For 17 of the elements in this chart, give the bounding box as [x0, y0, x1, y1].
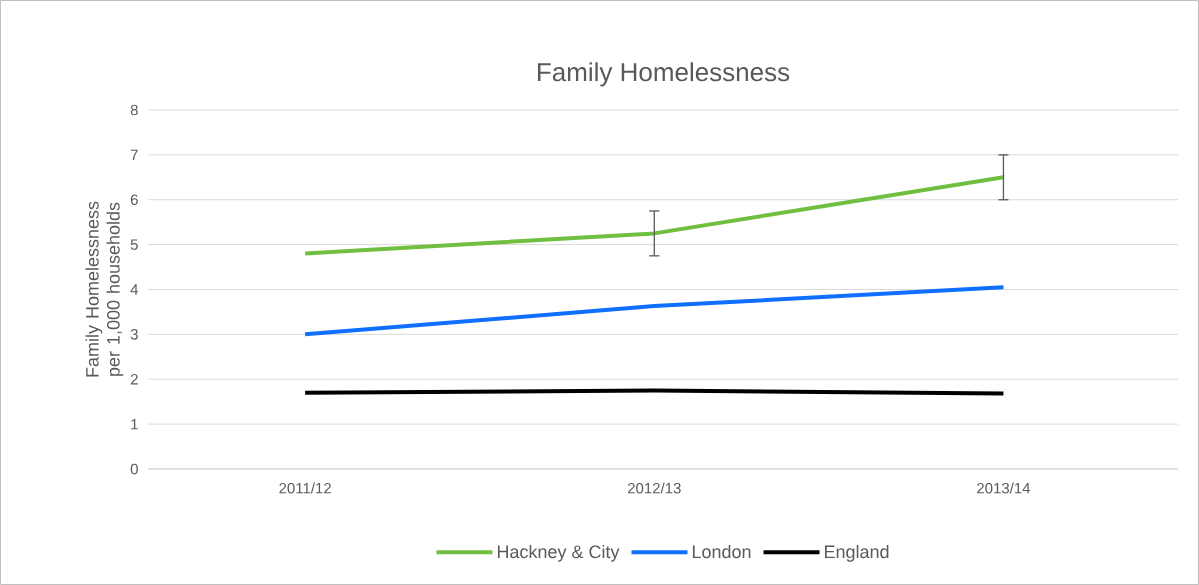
legend-label: London: [692, 544, 751, 559]
chart-title: Family Homelessness: [538, 62, 790, 87]
y-tick-label: 5: [130, 239, 138, 250]
x-tick-label: 2012/13: [627, 482, 681, 494]
y-axis-title: Family Homelessness per 1,000 households: [85, 201, 124, 377]
y-tick-label: 2: [130, 374, 138, 385]
y-tick-label: 8: [130, 104, 138, 116]
y-tick-label: 7: [130, 149, 138, 161]
y-tick-label: 0: [130, 463, 138, 475]
legend-label: England: [825, 544, 889, 562]
y-tick-label: 6: [130, 194, 138, 206]
x-tick-label: 2011/12: [279, 482, 331, 494]
legend-label: Hackney & City: [497, 544, 620, 562]
y-tick-label: 1: [131, 418, 138, 430]
y-tick-label: 3: [130, 329, 138, 340]
y-tick-label: 4: [130, 284, 139, 295]
x-tick-label: 2013/14: [977, 482, 1031, 494]
